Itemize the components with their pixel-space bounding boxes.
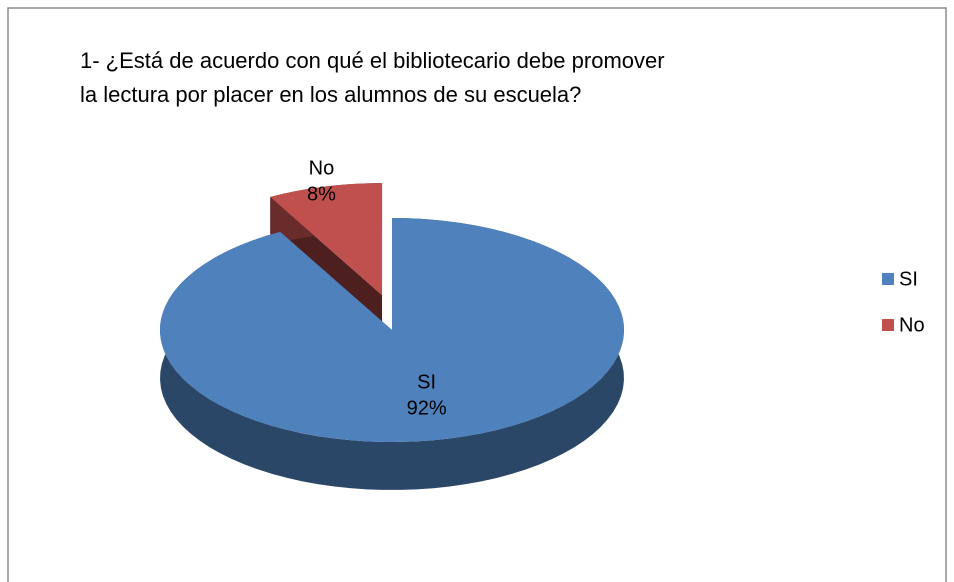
slice [160, 218, 625, 442]
legend-swatch [882, 319, 894, 331]
slice-value-label: 92% [407, 397, 447, 419]
chart-title: 1- ¿Está de acuerdo con qué el bibliotec… [80, 48, 665, 107]
legend-label: SI [899, 268, 918, 290]
legend-swatch [882, 273, 894, 285]
legend-label: No [899, 314, 925, 336]
slice-label: No [309, 158, 335, 180]
slice-label: SI [417, 371, 436, 393]
slice-value-label: 8% [307, 184, 336, 206]
chart-border [7, 7, 947, 582]
slice [270, 183, 383, 296]
